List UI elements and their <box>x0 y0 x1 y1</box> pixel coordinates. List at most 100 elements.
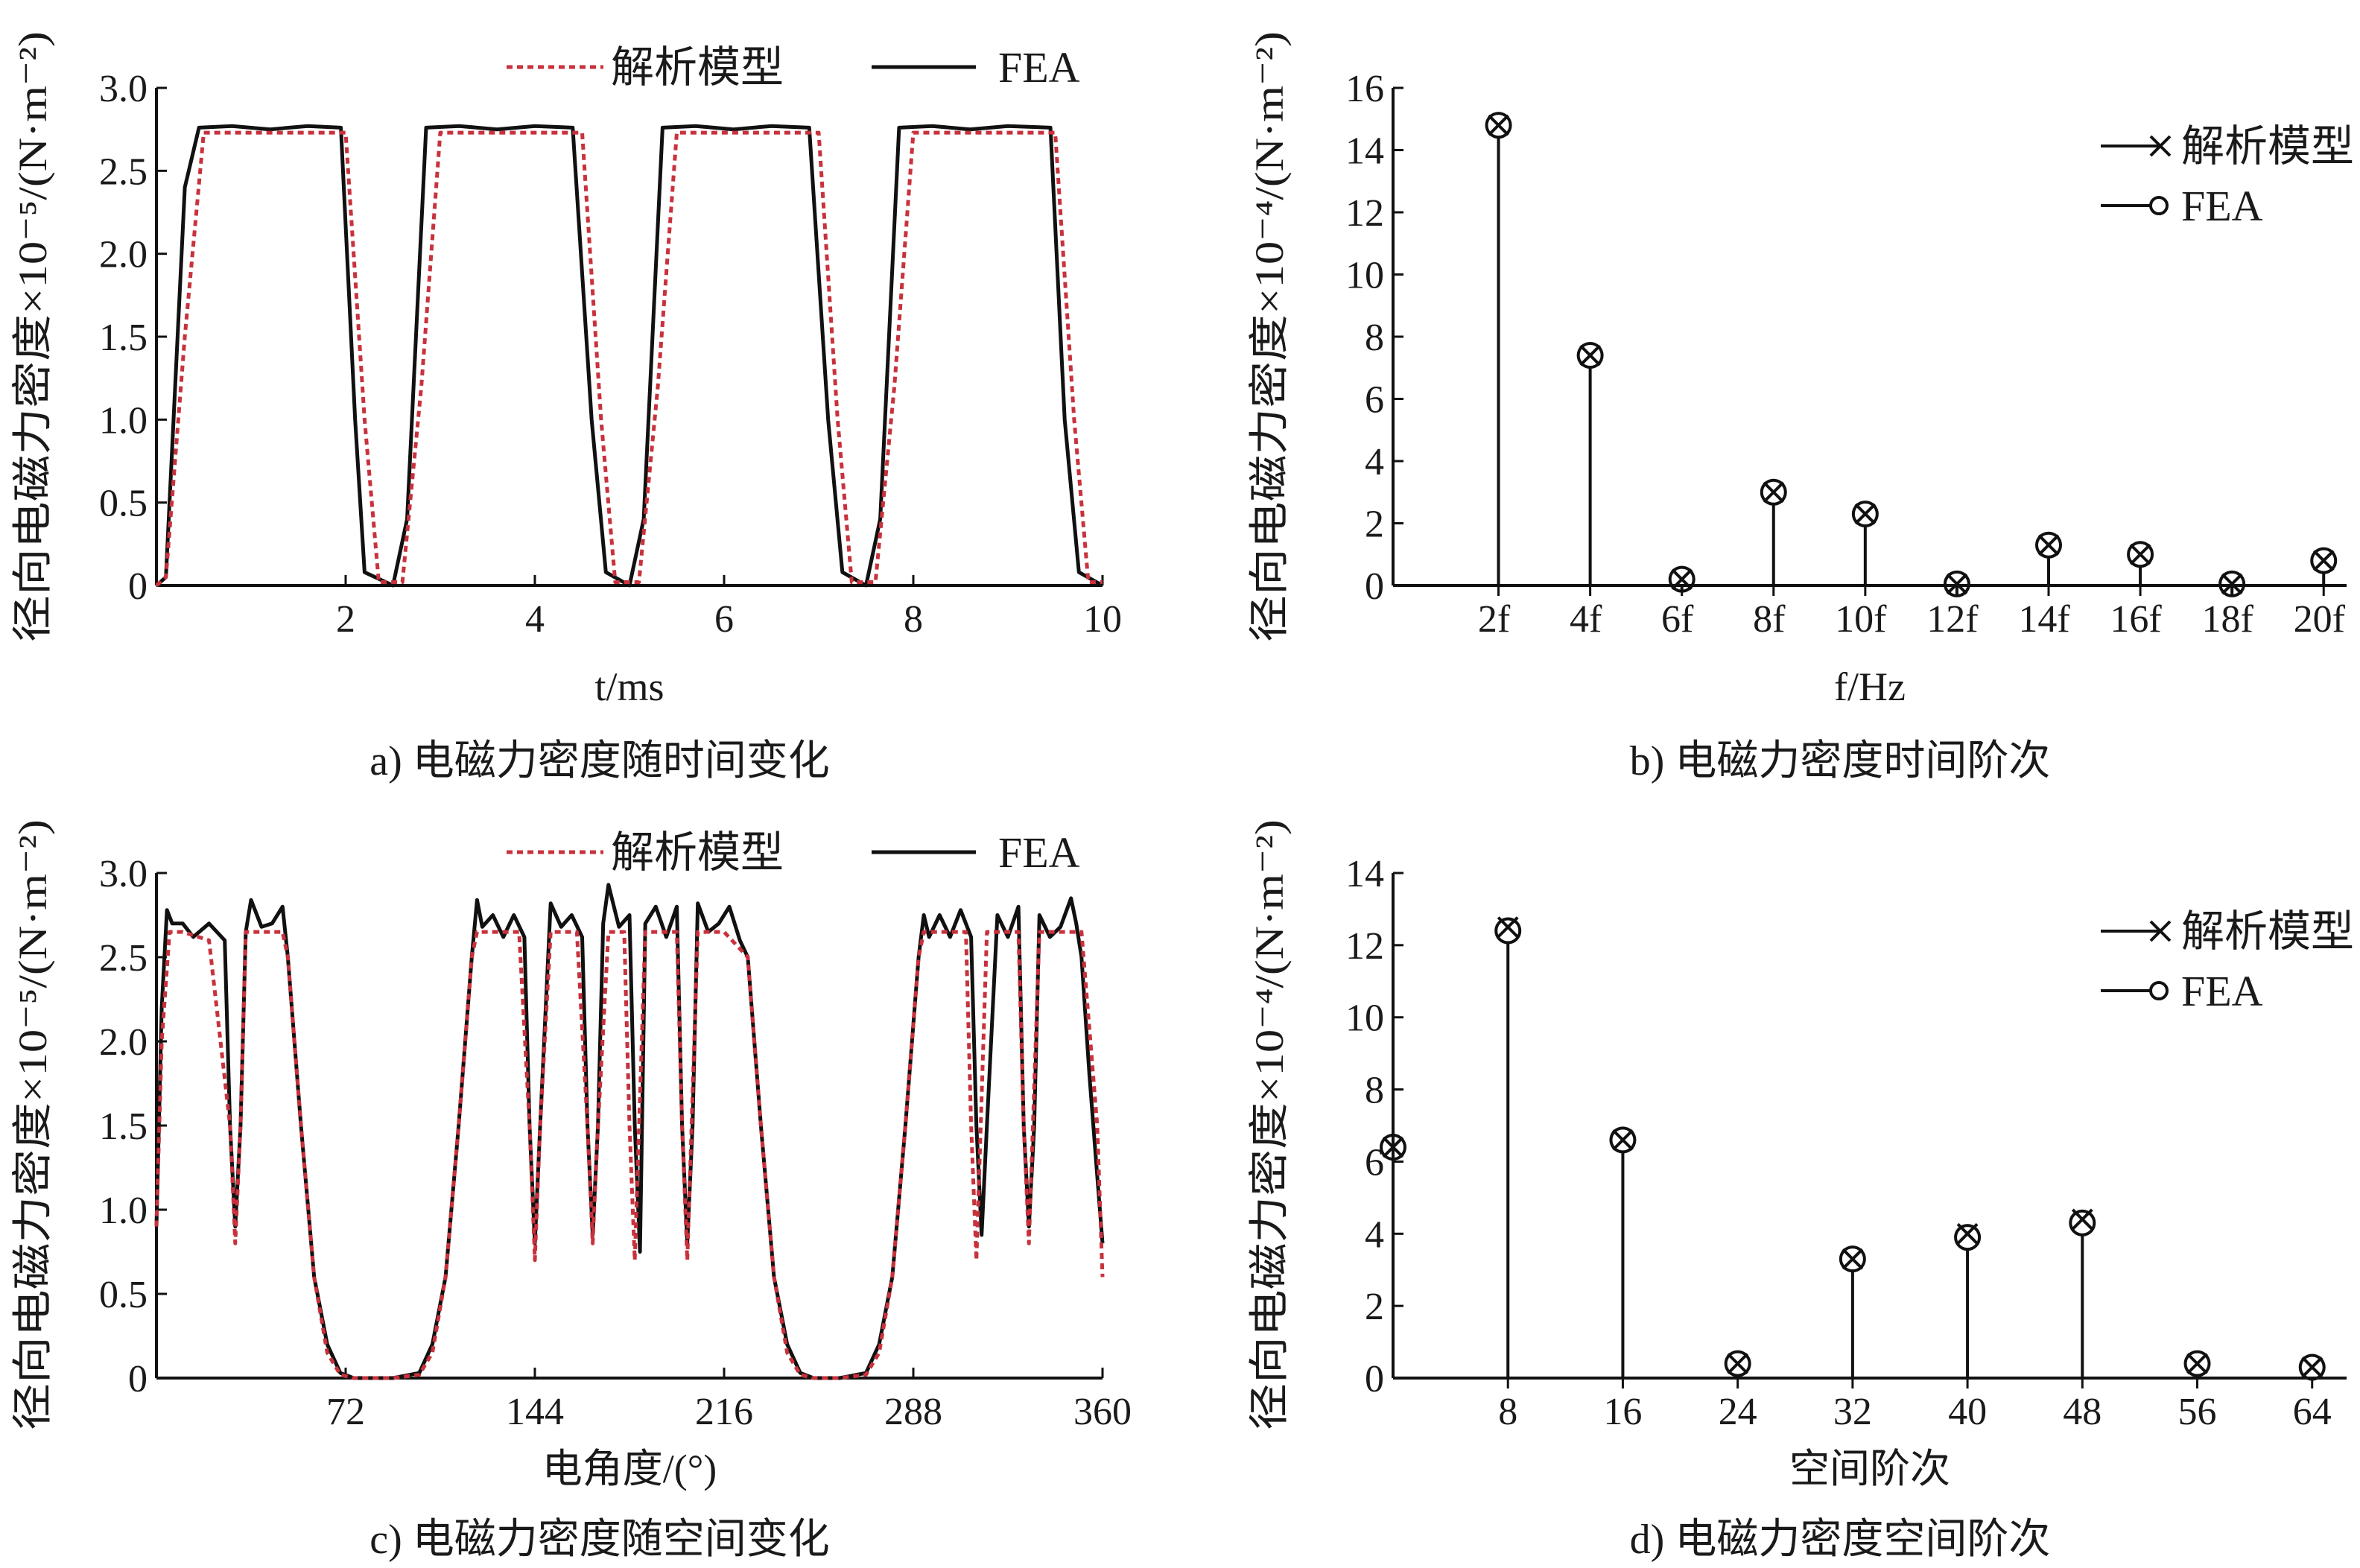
marker-analytic-x <box>2071 1208 2093 1231</box>
x-tick-label: 12f <box>1926 598 1979 641</box>
y-tick-label: 4 <box>1365 441 1384 483</box>
marker-analytic-x <box>1946 573 1968 595</box>
x-tick-label: 8 <box>904 598 923 641</box>
marker-analytic-x <box>2312 550 2335 572</box>
y-axis-label: 径向电磁力密度×10⁻⁴/(N·m⁻²) <box>1247 819 1292 1430</box>
marker-fea-o <box>2035 531 2062 559</box>
chart-c: 0 0.5 1.0 1.5 2.0 2.5 3.0 c) 电磁力密度随空间变化 电角度/(°) 径… <box>10 819 1132 1563</box>
marker-analytic-x <box>2186 1353 2208 1375</box>
marker-analytic-x <box>1854 503 1877 525</box>
x-tick-label: 4f <box>1570 598 1602 641</box>
y-tick-label: 0 <box>1365 565 1384 608</box>
x-tick-label: 10f <box>1835 598 1887 641</box>
x-tick-label: 6f <box>1661 598 1694 641</box>
marker-analytic-x <box>2129 543 2151 565</box>
legend-label-analytic: 解析模型 <box>2181 907 2354 956</box>
x-tick-label: 6 <box>714 598 734 641</box>
marker-analytic-x <box>1671 568 1693 591</box>
marker-fea-o <box>1760 478 1787 506</box>
chart-caption: b) 电磁力密度时间阶次 <box>1630 738 2051 784</box>
x-tick-label: 2 <box>336 598 355 641</box>
x-tick-label: 360 <box>1073 1391 1132 1433</box>
marker-fea-o <box>1839 1245 1866 1273</box>
legend-label-fea: FEA <box>998 828 1080 877</box>
x-tick-label: 16f <box>2110 598 2162 641</box>
marker-analytic-x <box>1763 481 1785 504</box>
marker-fea-o <box>1494 917 1522 945</box>
y-tick-label: 12 <box>1345 192 1384 235</box>
y-tick-label: 0 <box>128 565 148 608</box>
x-tick-label: 10 <box>1083 598 1122 641</box>
marker-analytic-x <box>1497 916 1519 939</box>
x-tick-label: 24 <box>1719 1391 1757 1433</box>
x-tick-label: 18f <box>2201 598 2253 641</box>
y-tick-label: 0 <box>128 1358 148 1400</box>
y-tick-label: 2.0 <box>99 1021 148 1064</box>
marker-analytic-x <box>2301 1356 2323 1378</box>
marker-analytic-x <box>1579 344 1602 366</box>
y-tick-label: 14 <box>1345 130 1384 173</box>
y-axis-label: 径向电磁力密度×10⁻⁵/(N·m⁻²) <box>10 31 55 642</box>
marker-fea-o <box>2149 981 2169 1000</box>
y-tick-label: 2.0 <box>99 234 148 276</box>
x-tick-label: 64 <box>2293 1391 2332 1433</box>
series-line-fea <box>155 124 1104 588</box>
y-tick-label: 1.0 <box>99 399 148 442</box>
x-tick-label: 20f <box>2294 598 2346 641</box>
marker-fea-o <box>2127 541 2154 568</box>
marker-fea-o <box>1380 1134 1406 1161</box>
marker-analytic-x <box>1956 1222 1979 1245</box>
marker-fea-o <box>1851 500 1879 527</box>
marker-analytic-x <box>2037 534 2060 556</box>
marker-analytic-x <box>1612 1129 1634 1151</box>
legend-label-fea: FEA <box>2181 182 2263 230</box>
x-axis-label: 空间阶次 <box>1789 1447 1950 1491</box>
legend-label-fea: FEA <box>998 43 1080 92</box>
chart-caption: a) 电磁力密度随时间变化 <box>369 738 830 784</box>
series-line-analytic <box>155 130 1103 587</box>
marker-analytic-x <box>2149 135 2172 157</box>
series-line-analytic <box>154 930 1105 1380</box>
marker-fea-o <box>2183 1350 2211 1377</box>
y-axis-label: 径向电磁力密度×10⁻⁵/(N·m⁻²) <box>10 819 55 1430</box>
legend-label-fea: FEA <box>2181 967 2263 1015</box>
series-line-fea <box>154 883 1105 1380</box>
marker-analytic-x <box>1488 114 1509 136</box>
y-tick-label: 6 <box>1365 379 1384 422</box>
y-tick-label: 2 <box>1365 504 1384 546</box>
x-tick-label: 288 <box>884 1391 942 1433</box>
y-tick-label: 0.5 <box>99 483 148 525</box>
y-tick-label: 14 <box>1345 853 1384 895</box>
y-tick-label: 3.0 <box>99 68 148 110</box>
y-axis-label: 径向电磁力密度×10⁻⁴/(N·m⁻²) <box>1247 31 1292 642</box>
y-tick-label: 3.0 <box>99 853 148 895</box>
marker-analytic-x <box>2149 920 2172 942</box>
x-tick-label: 144 <box>506 1391 564 1433</box>
x-tick-label: 14f <box>2018 598 2070 641</box>
x-axis-label: 电角度/(°) <box>542 1447 717 1491</box>
marker-fea-o <box>1724 1350 1751 1377</box>
x-tick-label: 8f <box>1753 598 1786 641</box>
x-tick-label: 48 <box>2063 1391 2102 1433</box>
x-tick-label: 4 <box>525 598 545 641</box>
y-tick-label: 1.5 <box>99 1105 148 1148</box>
chart-b: 0 2 4 6 8 10 12 14 16 b) 电磁力密度时间阶次 f/Hz 径向电磁力密度×10⁻… <box>1247 31 2354 784</box>
x-tick-label: 40 <box>1948 1391 1987 1433</box>
chart-caption: c) 电磁力密度随空间变化 <box>369 1517 830 1563</box>
y-tick-label: 2.5 <box>99 937 148 980</box>
marker-fea-o <box>1576 342 1604 369</box>
x-axis-label: t/ms <box>594 664 664 709</box>
x-tick-label: 56 <box>2178 1391 2217 1433</box>
marker-fea-o <box>2069 1209 2096 1237</box>
y-tick-label: 12 <box>1345 925 1384 968</box>
x-tick-label: 216 <box>695 1391 753 1433</box>
legend-label-analytic: 解析模型 <box>611 43 784 92</box>
x-axis-label: f/Hz <box>1834 664 1906 709</box>
x-tick-label: 16 <box>1603 1391 1642 1433</box>
y-tick-label: 1.0 <box>99 1190 148 1232</box>
y-tick-label: 8 <box>1365 317 1384 359</box>
y-tick-label: 10 <box>1345 255 1384 297</box>
y-tick-label: 0.5 <box>99 1274 148 1316</box>
